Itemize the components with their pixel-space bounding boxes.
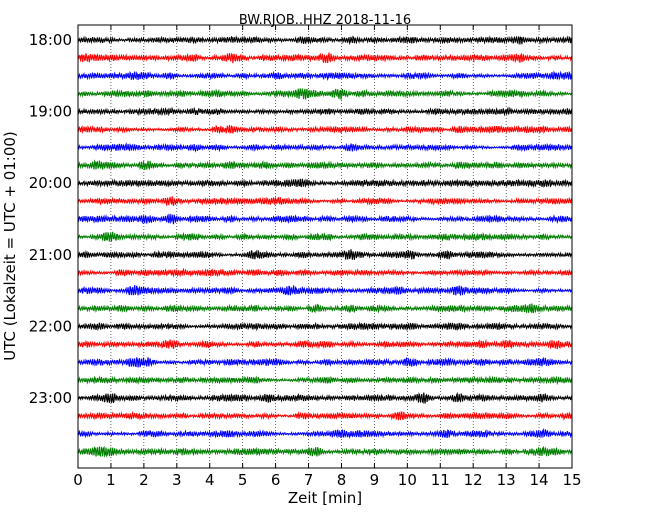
x-tick-label: 9 — [370, 471, 380, 489]
y-tick-label: 18:00 — [29, 31, 72, 49]
x-tick-label: 0 — [73, 471, 83, 489]
trace-2000 — [77, 178, 573, 189]
x-tick-label: 14 — [530, 471, 549, 489]
seismogram-traces — [77, 35, 573, 458]
trace-2245 — [77, 375, 573, 386]
x-tick-label: 1 — [106, 471, 116, 489]
y-axis-label: UTC (Lokalzeit = UTC + 01:00) — [1, 131, 19, 361]
chart-title: BW.RJOB..HHZ 2018-11-16 — [239, 13, 411, 28]
x-grid — [110, 25, 540, 468]
x-tick-label: 4 — [205, 471, 215, 489]
trace-2030 — [77, 213, 573, 225]
x-axis-label: Zeit [min] — [288, 489, 362, 507]
trace-1830 — [77, 70, 573, 82]
y-tick-label: 23:00 — [29, 389, 72, 407]
trace-2100 — [77, 249, 573, 260]
trace-2215 — [77, 339, 573, 350]
trace-2115 — [77, 267, 573, 278]
trace-2230 — [77, 356, 573, 368]
y-tick-label: 20:00 — [29, 174, 72, 192]
x-tick-label: 10 — [398, 471, 417, 489]
trace-2300 — [77, 391, 573, 405]
trace-2345 — [77, 445, 573, 458]
x-tick-label: 2 — [139, 471, 149, 489]
x-tick-label: 15 — [562, 471, 581, 489]
trace-2130 — [77, 285, 573, 297]
x-tick-label: 5 — [238, 471, 248, 489]
x-axis-ticks: 0 1 2 3 4 5 6 7 8 9 10 11 12 13 14 15 — [73, 25, 582, 489]
x-tick-label: 11 — [431, 471, 450, 489]
x-tick-label: 12 — [464, 471, 483, 489]
trace-1900 — [77, 106, 573, 117]
trace-2145 — [77, 303, 573, 314]
trace-2045 — [78, 231, 573, 243]
trace-1845 — [77, 88, 573, 100]
y-axis-ticks: 18:00 19:00 20:00 21:00 22:00 23:00 — [29, 31, 572, 407]
trace-1945 — [77, 159, 573, 171]
trace-2330 — [77, 427, 573, 439]
y-tick-label: 19:00 — [29, 103, 72, 121]
y-tick-label: 21:00 — [29, 246, 72, 264]
x-tick-label: 7 — [304, 471, 314, 489]
trace-2315 — [77, 410, 573, 422]
trace-1800 — [77, 35, 573, 46]
x-tick-label: 13 — [497, 471, 516, 489]
trace-1815 — [77, 52, 573, 64]
x-tick-label: 3 — [172, 471, 182, 489]
trace-1930 — [77, 142, 573, 153]
plot-frame — [77, 24, 573, 469]
y-tick-label: 22:00 — [29, 317, 72, 335]
trace-1915 — [77, 124, 573, 135]
trace-2015 — [77, 196, 573, 206]
x-tick-label: 6 — [271, 471, 281, 489]
x-tick-label: 8 — [337, 471, 347, 489]
trace-2200 — [77, 321, 573, 332]
